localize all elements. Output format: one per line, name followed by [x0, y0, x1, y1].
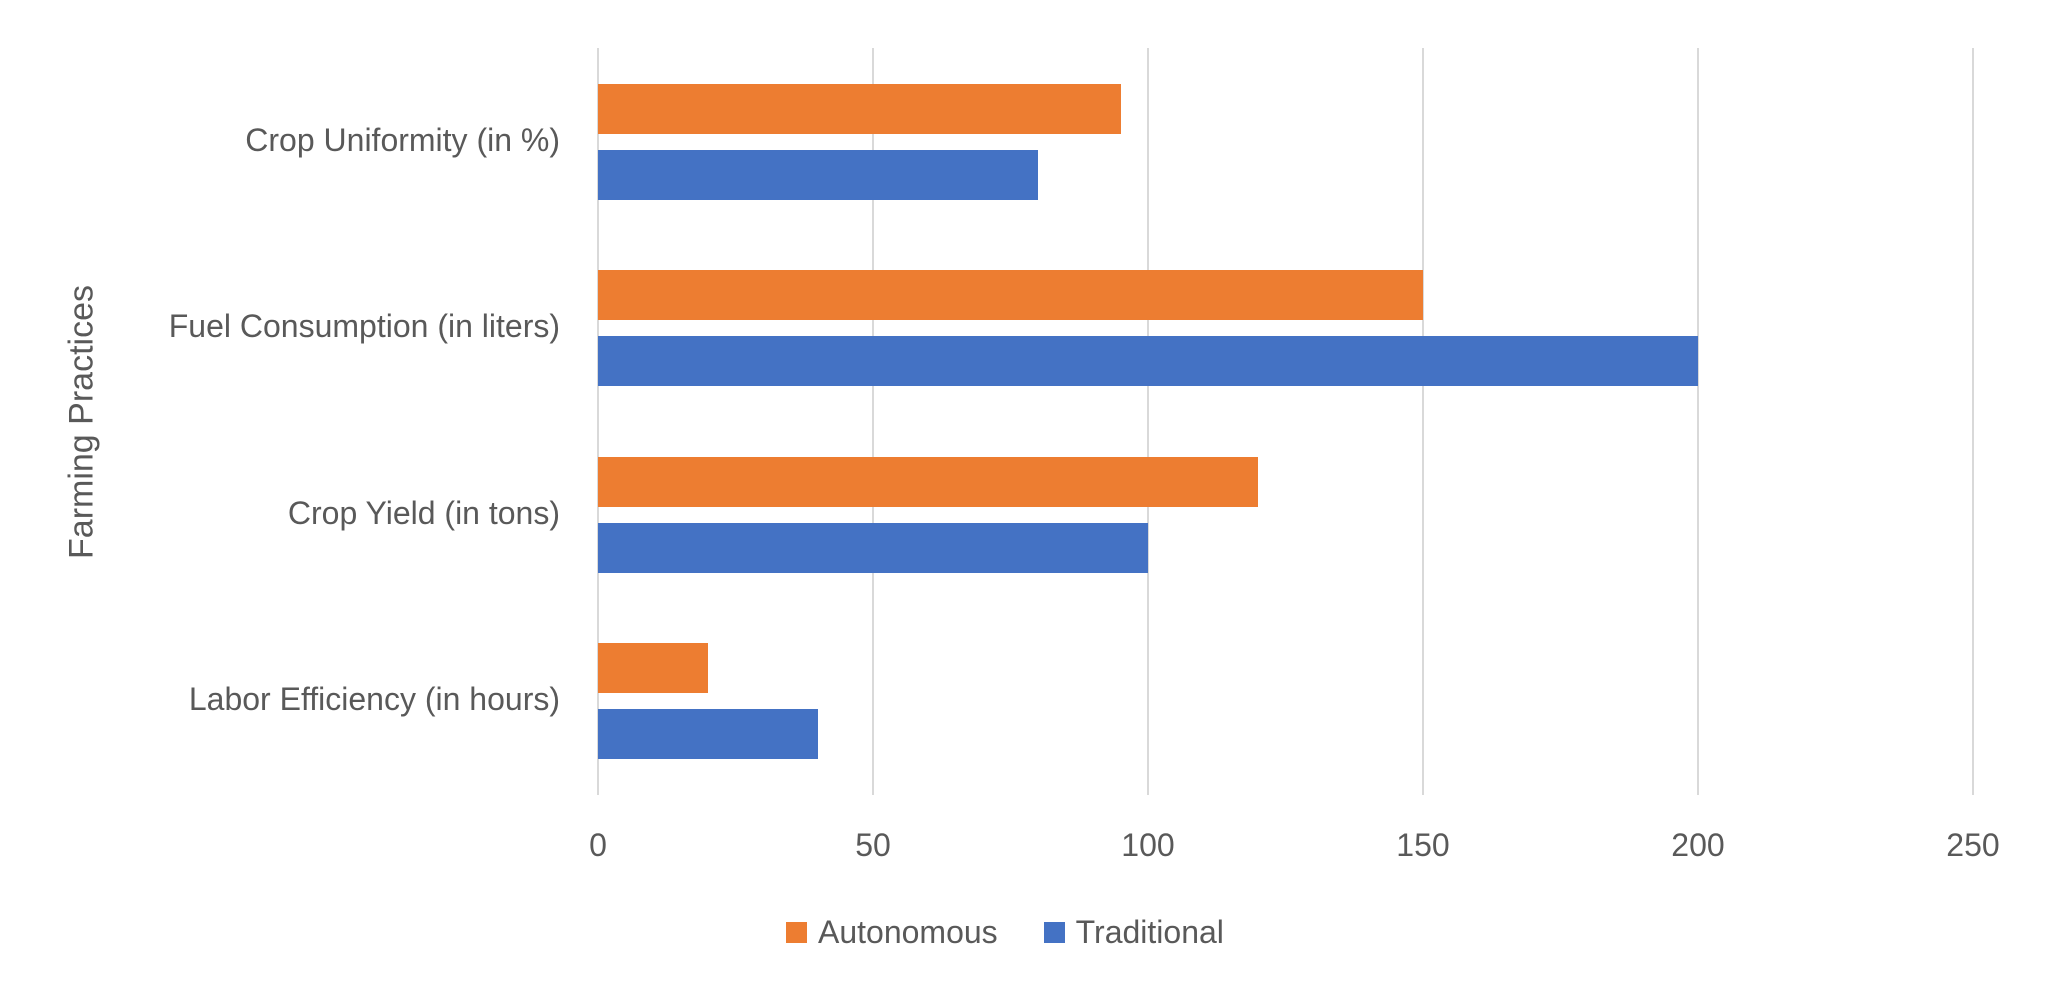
bar-autonomous-labor-efficiency: [598, 643, 708, 693]
legend-label-traditional: Traditional: [1075, 914, 1224, 950]
category-label-crop-yield: Crop Yield (in tons): [287, 495, 560, 531]
gridline-150: [1422, 48, 1424, 795]
legend-label-autonomous: Autonomous: [818, 914, 998, 950]
bar-traditional-labor-efficiency: [598, 709, 818, 759]
gridline-250: [1972, 48, 1974, 795]
x-tick-200: 200: [1671, 827, 1725, 863]
x-tick-0: 0: [589, 827, 607, 863]
gridline-50: [872, 48, 874, 795]
bar-autonomous-crop-uniformity: [598, 84, 1121, 134]
category-label-labor-efficiency: Labor Efficiency (in hours): [188, 681, 560, 717]
gridline-100: [1147, 48, 1149, 795]
gridline-200: [1697, 48, 1699, 795]
plot-area: [597, 48, 1974, 795]
x-tick-250: 250: [1946, 827, 2000, 863]
bar-traditional-fuel-consumption: [598, 336, 1698, 386]
bar-traditional-crop-uniformity: [598, 150, 1038, 200]
bar-traditional-crop-yield: [598, 523, 1148, 573]
bar-autonomous-fuel-consumption: [598, 270, 1423, 320]
x-tick-50: 50: [855, 827, 891, 863]
bar-autonomous-crop-yield: [598, 457, 1258, 507]
legend: Autonomous Traditional: [786, 912, 1270, 952]
category-label-crop-uniformity: Crop Uniformity (in %): [245, 122, 560, 158]
legend-swatch-autonomous: [786, 921, 807, 943]
x-tick-150: 150: [1396, 827, 1450, 863]
category-label-fuel-consumption: Fuel Consumption (in liters): [168, 308, 560, 344]
x-tick-100: 100: [1121, 827, 1175, 863]
y-axis-title: Farming Practices: [62, 285, 101, 559]
legend-item-traditional[interactable]: Traditional: [1043, 912, 1224, 952]
legend-swatch-traditional: [1043, 921, 1065, 943]
legend-item-autonomous[interactable]: Autonomous: [786, 912, 998, 952]
gridline-0: [597, 48, 599, 795]
